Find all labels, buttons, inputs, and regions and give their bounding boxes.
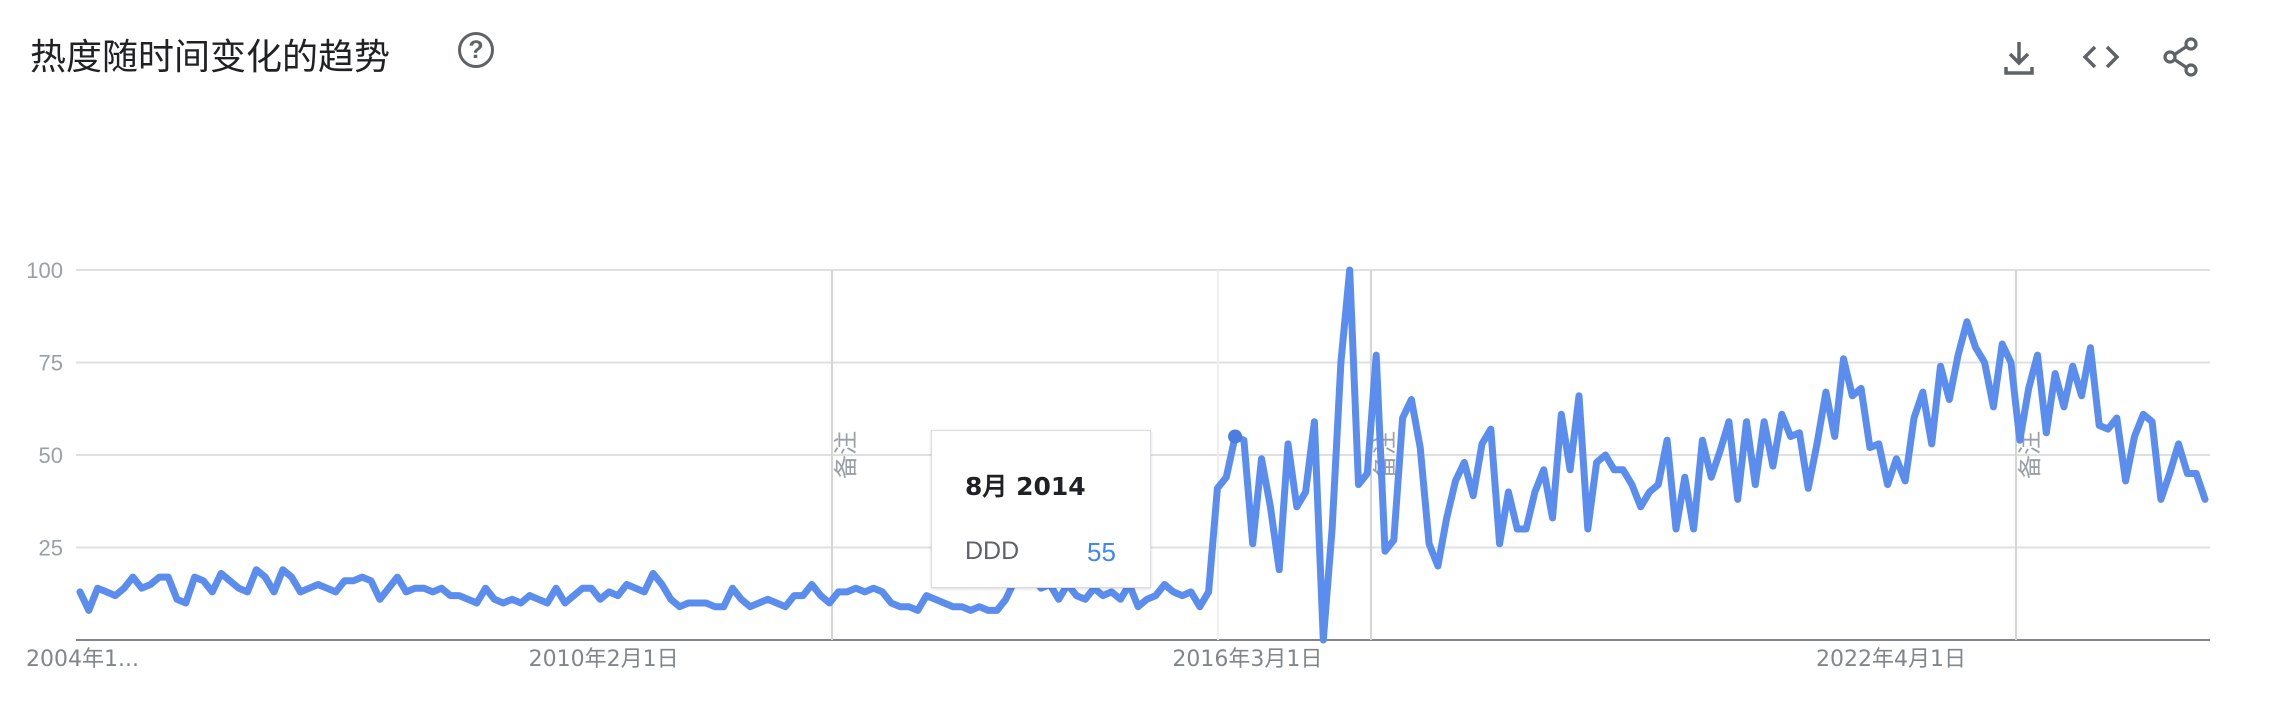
help-circle-icon[interactable]: ? (458, 32, 494, 68)
share-icon[interactable] (2160, 36, 2202, 78)
annotation-label[interactable]: 备注 (1371, 431, 1399, 479)
y-tick-label: 50 (39, 443, 63, 468)
tooltip-date: 8月 2014 (965, 472, 1086, 501)
tooltip-series-name: DDD (965, 537, 1020, 565)
chart-title: 热度随时间变化的趋势 (30, 37, 391, 78)
download-icon[interactable] (1998, 36, 2040, 78)
x-tick-label: 2022年4月1日 (1816, 647, 1966, 672)
hover-point (1228, 429, 1243, 444)
x-tick-label: 2004年1... (26, 647, 139, 672)
y-tick-label: 25 (39, 536, 63, 561)
x-tick-label: 2010年2月1日 (529, 647, 679, 672)
series-line-ddd (76, 266, 2209, 644)
tooltip: 8月 2014 DDD 55 (931, 430, 1151, 588)
y-tick-label: 75 (39, 351, 63, 376)
y-tick-label: 100 (26, 258, 63, 283)
annotation-label[interactable]: 备注 (832, 431, 860, 479)
tooltip-series-value: 55 (1087, 537, 1116, 567)
embed-code-icon[interactable] (2080, 36, 2122, 78)
x-tick-label: 2016年3月1日 (1172, 647, 1322, 672)
